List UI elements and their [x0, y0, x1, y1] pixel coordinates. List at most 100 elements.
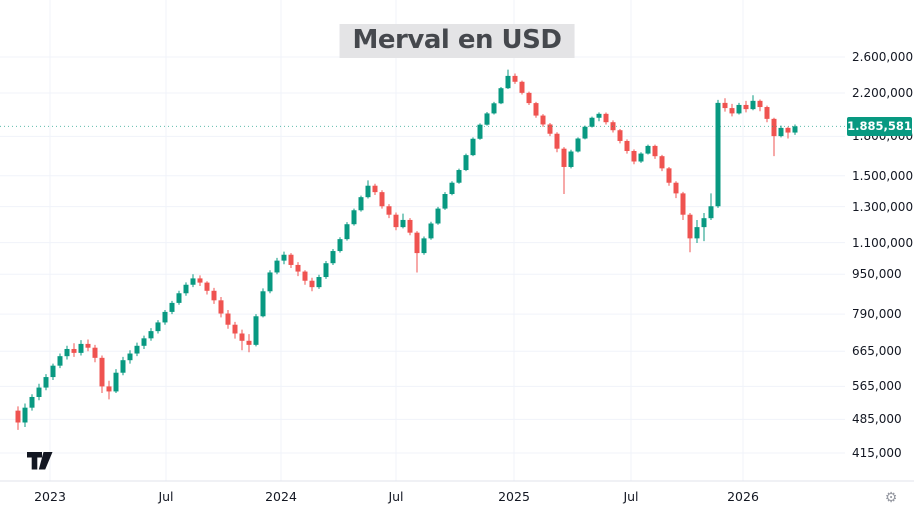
candle [365, 180, 371, 199]
candle [253, 314, 259, 347]
price-axis-label: 2.200,000 [852, 86, 914, 101]
candle [652, 144, 658, 159]
candle [645, 144, 651, 155]
candle [687, 212, 693, 253]
candle [484, 112, 490, 126]
price-axis[interactable]: 2.600,000 2.200,000 1.800,000 1.500,000 1.30… [845, 0, 914, 481]
candle [771, 117, 777, 157]
candle [211, 287, 217, 304]
candle [463, 153, 469, 172]
candle [169, 300, 175, 315]
candle [344, 222, 350, 241]
candle [204, 281, 210, 295]
price-axis-label: 485,000 [852, 412, 902, 427]
time-axis[interactable]: 2023 Jul 2024 Jul 2025 Jul 2026 [0, 481, 845, 517]
candle [267, 270, 273, 294]
candle [106, 380, 112, 400]
candle [120, 356, 126, 376]
candle [729, 103, 735, 117]
candle [176, 290, 182, 305]
candle [99, 355, 105, 394]
candle [71, 343, 77, 357]
candle [589, 116, 595, 128]
candle [449, 181, 455, 196]
candle [134, 342, 140, 357]
candle [624, 139, 630, 154]
time-axis-label: Jul [158, 489, 174, 504]
time-axis-label: 2026 [727, 489, 759, 504]
candle [57, 353, 63, 369]
price-axis-label: 790,000 [852, 307, 902, 322]
candle [680, 191, 686, 220]
candle [323, 261, 329, 279]
candle [148, 328, 154, 341]
candle [533, 101, 539, 118]
candle [155, 320, 161, 334]
tradingview-logo-icon [27, 452, 53, 470]
candle [421, 236, 427, 255]
settings-gear-icon[interactable]: ⚙ [884, 490, 898, 506]
candle [435, 206, 441, 225]
candle [400, 213, 406, 229]
candle [512, 73, 518, 84]
candle [183, 282, 189, 296]
candle [582, 125, 588, 140]
price-axis-label: 1.300,000 [852, 199, 914, 214]
candle [596, 112, 602, 122]
candle [785, 126, 791, 139]
candle [302, 270, 308, 285]
candle [43, 374, 49, 391]
candle [673, 181, 679, 199]
candle [750, 95, 756, 111]
price-axis-label: 415,000 [852, 446, 902, 460]
candle [561, 147, 567, 195]
candle [764, 105, 770, 123]
candle [694, 219, 700, 244]
candle [113, 369, 119, 394]
candle [743, 100, 749, 113]
candle [50, 363, 56, 381]
candle [659, 154, 665, 172]
candle [85, 339, 91, 352]
price-axis-label: 950,000 [852, 267, 902, 282]
candle [519, 80, 525, 95]
candle [792, 124, 798, 135]
candle [442, 192, 448, 210]
candle [309, 277, 315, 292]
candle [260, 288, 266, 318]
candle [393, 212, 399, 231]
time-axis-label: 2023 [34, 489, 66, 504]
candle [190, 274, 196, 288]
candle [736, 102, 742, 115]
candle [568, 149, 574, 169]
current-price-badge: 1.885,581 [847, 116, 912, 136]
candle [470, 137, 476, 157]
candle [379, 190, 385, 209]
candle [617, 129, 623, 144]
candle [22, 403, 28, 428]
candle [64, 345, 70, 360]
candle [92, 344, 98, 363]
candle [15, 406, 21, 430]
candle [141, 335, 147, 349]
candle [708, 193, 714, 220]
candle [603, 112, 609, 125]
candle [715, 99, 721, 208]
candle [666, 166, 672, 186]
price-axis-label: 565,000 [852, 379, 902, 394]
candle [316, 274, 322, 289]
candle [491, 101, 497, 115]
candle [197, 275, 203, 286]
candle [722, 98, 728, 112]
candle [246, 334, 252, 353]
candle [218, 297, 224, 318]
candle [288, 253, 294, 269]
candle [477, 123, 483, 140]
candle [281, 251, 287, 265]
tradingview-logo[interactable] [27, 452, 53, 470]
price-axis-label: 1.100,000 [852, 235, 914, 250]
candle [547, 122, 553, 137]
candle [631, 149, 637, 165]
